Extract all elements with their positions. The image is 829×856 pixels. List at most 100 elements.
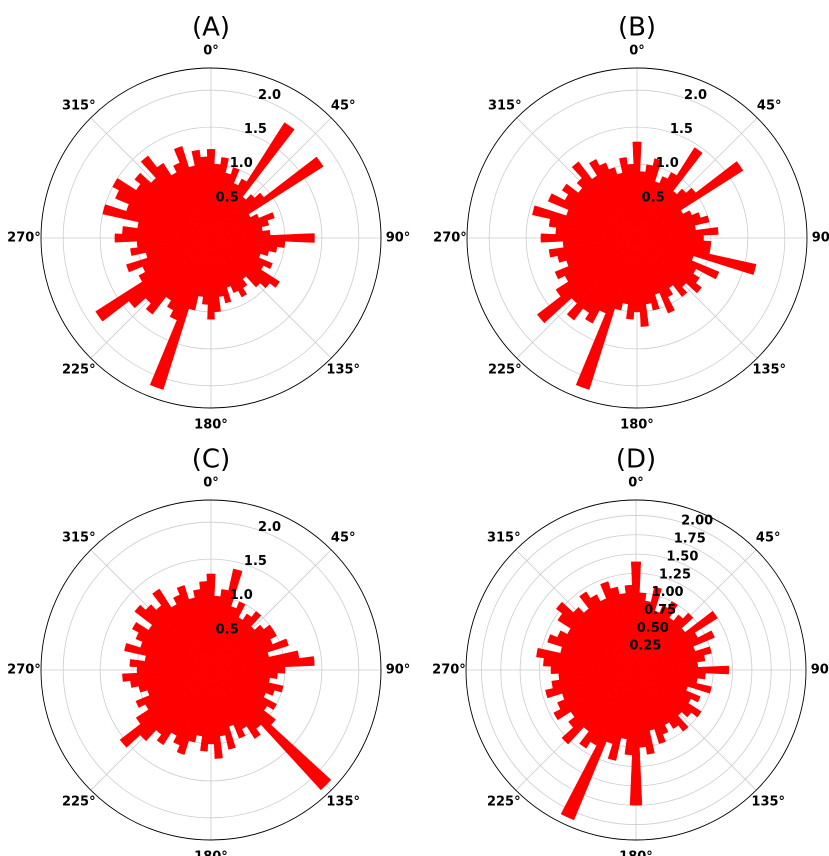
polar-frame (40, 499, 382, 841)
bar (156, 669, 212, 746)
bar (547, 634, 637, 671)
polar-frame (466, 67, 808, 409)
theta-tick-label: 45° (331, 530, 356, 545)
theta-tick-label: 45° (331, 98, 356, 113)
bar (632, 141, 642, 239)
theta-tick-label: 315° (62, 98, 96, 113)
bar (210, 237, 261, 288)
r-tick-label: 1.5 (244, 122, 267, 137)
bar (557, 669, 637, 710)
bar (206, 149, 216, 239)
theta-tick-label: 90° (811, 663, 829, 678)
theta-tick-label: 135° (326, 363, 360, 378)
r-tick-label: 0.5 (642, 190, 665, 205)
bar (636, 227, 719, 239)
bar (210, 237, 273, 270)
bar (557, 630, 637, 671)
bar (145, 604, 212, 671)
bar (636, 237, 660, 311)
bar (119, 669, 212, 748)
bar (635, 669, 679, 729)
bar (122, 669, 212, 682)
r-tick-label: 0.5 (216, 190, 239, 205)
bar (555, 601, 637, 671)
bar (210, 237, 239, 293)
bar (560, 669, 637, 821)
bar (635, 612, 694, 671)
bar (551, 669, 637, 689)
theta-tick-label: 270° (433, 231, 467, 246)
bar (207, 237, 215, 320)
bar (210, 656, 315, 671)
bar (536, 237, 638, 324)
theta-tick-label: 225° (487, 795, 521, 810)
bar (210, 629, 277, 671)
bar (210, 611, 262, 671)
theta-tick-label: 90° (386, 663, 411, 678)
bar (572, 606, 637, 671)
bar (575, 237, 638, 390)
bar (635, 669, 666, 745)
bar (554, 237, 638, 280)
bar (635, 654, 706, 671)
bar (112, 178, 212, 239)
bar (540, 233, 638, 243)
bar (579, 669, 637, 749)
theta-tick-label: 225° (62, 795, 96, 810)
bar (624, 584, 637, 671)
bar (548, 237, 638, 258)
r-tick-label: 2.00 (681, 514, 713, 529)
bar (156, 162, 212, 239)
r-tick-label: 1.5 (670, 122, 693, 137)
theta-tick-label: 45° (756, 530, 781, 545)
bar (635, 669, 655, 755)
bar (173, 669, 212, 746)
polar-chart: 0.5 1.0 1.5 2.0 0° 45° 90° 135° 180° 225° 270° 315°… (7, 13, 410, 433)
r-tick-label: 2.0 (258, 520, 281, 535)
bar (635, 669, 701, 703)
chart-title: (C) (192, 445, 230, 475)
bar (210, 122, 295, 239)
bar (210, 237, 280, 288)
bar (636, 237, 675, 314)
bar (627, 163, 638, 239)
bar (636, 147, 703, 239)
theta-tick-label: 270° (7, 663, 41, 678)
bar (619, 157, 638, 239)
bar (114, 233, 212, 243)
bar (599, 162, 638, 239)
theta-tick-label: 180° (620, 418, 654, 433)
bar (635, 669, 692, 718)
bar (608, 167, 638, 239)
bar (140, 155, 212, 239)
bar (636, 215, 710, 239)
theta-tick-label: 180° (619, 850, 653, 856)
bar (126, 237, 212, 273)
bar (568, 669, 637, 728)
bar (629, 669, 643, 806)
theta-tick-label: 0° (203, 476, 219, 491)
bar (210, 669, 261, 739)
r-tick-label: 1.00 (652, 585, 684, 600)
theta-tick-label: 180° (194, 850, 228, 856)
chart-title: (B) (618, 13, 656, 43)
r-tick-label: 2.0 (258, 88, 281, 103)
bar (210, 237, 270, 289)
bar (631, 561, 641, 671)
theta-tick-label: 225° (62, 363, 96, 378)
bar (166, 237, 212, 311)
bar (152, 588, 212, 671)
bar (210, 601, 246, 671)
bar (173, 146, 212, 239)
theta-tick-label: 90° (812, 231, 829, 246)
bar (585, 237, 638, 324)
bar (635, 669, 689, 732)
bar (199, 581, 212, 671)
bar (636, 237, 688, 297)
polar-frame (40, 67, 382, 409)
polar-chart: 0.25 0.50 0.75 1.00 1.25 1.50 1.75 2.00 0° 45° 90°… (432, 445, 829, 856)
r-tick-label: 2.0 (684, 88, 707, 103)
bar (135, 669, 212, 708)
